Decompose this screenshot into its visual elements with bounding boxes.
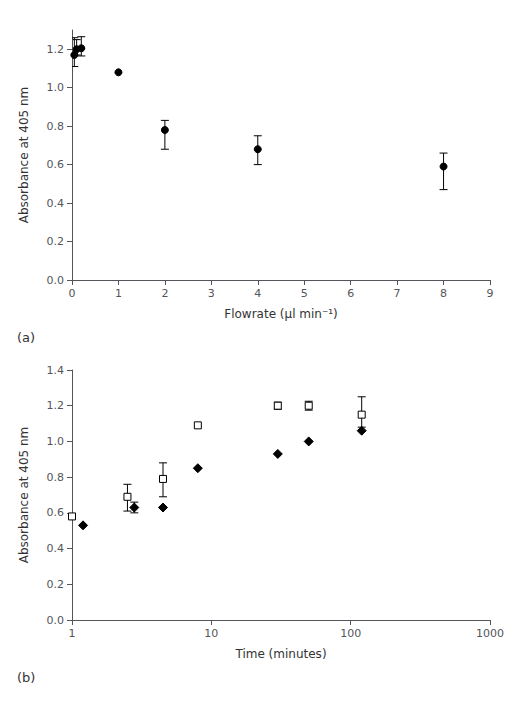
svg-text:1: 1 (115, 287, 122, 300)
svg-text:100: 100 (340, 627, 361, 640)
svg-text:Absorbance at 405 nm: Absorbance at 405 nm (17, 87, 31, 224)
svg-text:10: 10 (204, 627, 218, 640)
svg-text:6: 6 (347, 287, 354, 300)
svg-text:0.0: 0.0 (47, 274, 65, 287)
svg-text:0: 0 (69, 287, 76, 300)
svg-text:0.8: 0.8 (47, 120, 65, 133)
svg-text:(a): (a) (17, 330, 35, 345)
svg-text:0.4: 0.4 (47, 542, 65, 555)
svg-text:1.2: 1.2 (47, 43, 65, 56)
svg-text:1.0: 1.0 (47, 435, 65, 448)
svg-text:1.2: 1.2 (47, 399, 65, 412)
svg-text:1.4: 1.4 (47, 364, 65, 377)
svg-text:9: 9 (487, 287, 494, 300)
svg-text:0.2: 0.2 (47, 578, 65, 591)
svg-text:(b): (b) (17, 670, 35, 685)
svg-text:0.8: 0.8 (47, 471, 65, 484)
svg-text:1000: 1000 (476, 627, 504, 640)
svg-text:7: 7 (394, 287, 401, 300)
svg-text:3: 3 (208, 287, 215, 300)
svg-text:8: 8 (440, 287, 447, 300)
svg-text:1.0: 1.0 (47, 81, 65, 94)
svg-text:5: 5 (301, 287, 308, 300)
svg-text:1: 1 (69, 627, 76, 640)
svg-text:Flowrate (µl min⁻¹): Flowrate (µl min⁻¹) (224, 307, 338, 321)
svg-text:0.0: 0.0 (47, 614, 65, 627)
svg-text:4: 4 (254, 287, 261, 300)
svg-text:Absorbance at 405 nm: Absorbance at 405 nm (17, 427, 31, 564)
svg-text:2: 2 (161, 287, 168, 300)
svg-text:Time (minutes): Time (minutes) (234, 647, 326, 661)
svg-text:0.6: 0.6 (47, 158, 65, 171)
svg-text:0.6: 0.6 (47, 506, 65, 519)
svg-text:0.2: 0.2 (47, 235, 65, 248)
svg-text:0.4: 0.4 (47, 197, 65, 210)
